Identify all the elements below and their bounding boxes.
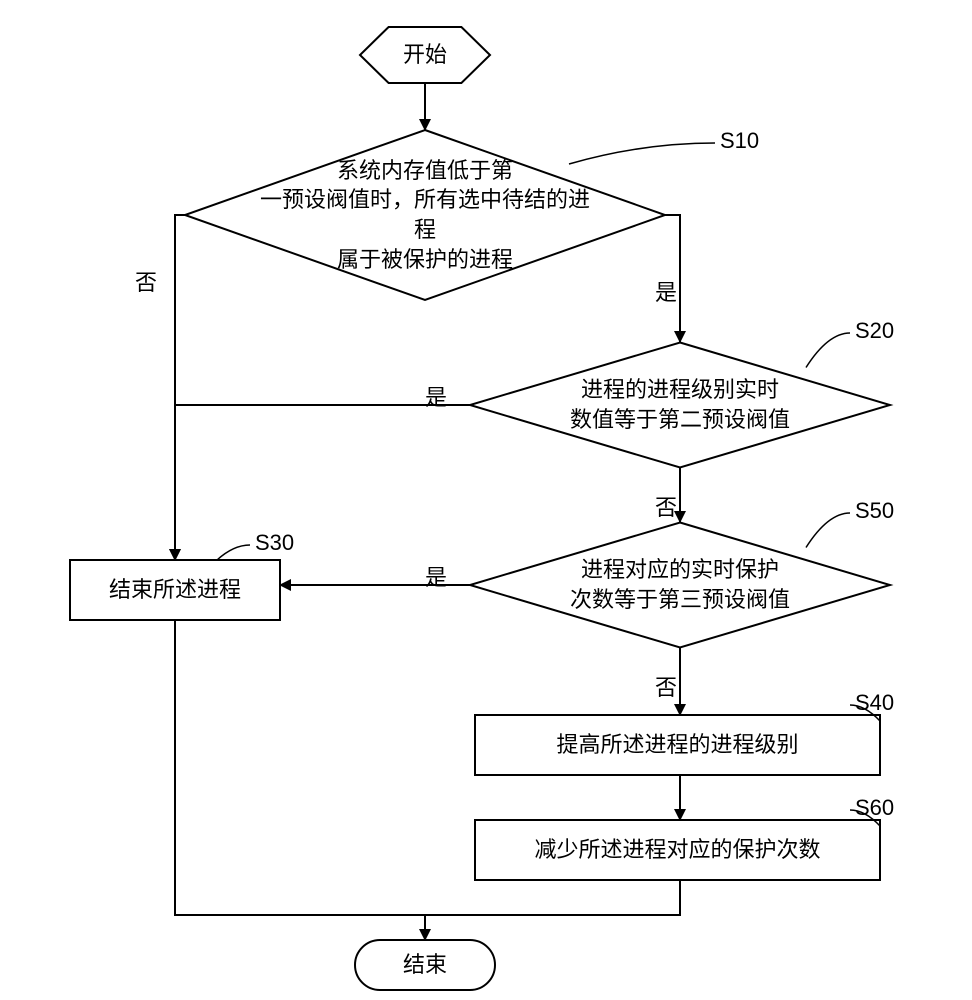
flowchart-canvas <box>0 0 972 1000</box>
edge <box>425 880 680 915</box>
edge <box>175 215 185 560</box>
s50-leader <box>806 513 850 548</box>
edge <box>665 215 680 342</box>
s50-node <box>470 523 890 648</box>
s20-leader <box>806 333 850 368</box>
edge <box>175 405 470 560</box>
end-node <box>355 940 495 990</box>
edge <box>175 620 425 915</box>
s10-leader <box>569 143 715 164</box>
start-node <box>360 27 490 83</box>
s30-node <box>70 560 280 620</box>
s20-node <box>470 343 890 468</box>
s30-leader <box>217 545 250 560</box>
s60-node <box>475 820 880 880</box>
s10-node <box>185 130 665 300</box>
s40-node <box>475 715 880 775</box>
